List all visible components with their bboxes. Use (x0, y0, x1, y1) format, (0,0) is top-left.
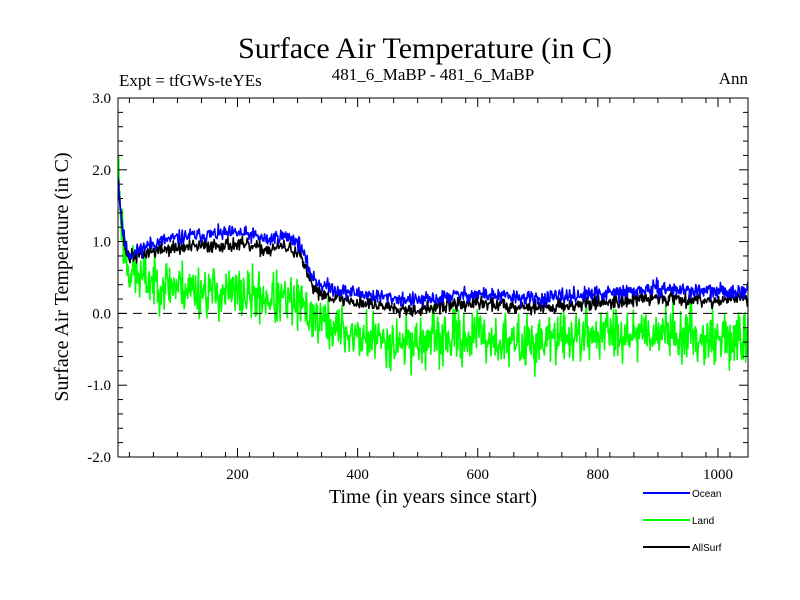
x-tick-label: 800 (587, 467, 610, 483)
run-comparison-label: 481_6_MaBP - 481_6_MaBP (332, 65, 534, 84)
legend-label-land: Land (692, 516, 714, 527)
x-tick-label: 200 (226, 467, 249, 483)
series-line-allsurf (118, 183, 748, 319)
x-tick-labels: 200 400 600 800 1000 (226, 467, 733, 483)
chart-title: Surface Air Temperature (in C) (238, 32, 612, 65)
series-layer (118, 155, 748, 378)
y-tick-label: 1.0 (92, 235, 111, 251)
y-tick-label: -2.0 (87, 450, 111, 466)
y-axis-label: Surface Air Temperature (in C) (51, 152, 73, 401)
plot-frame (117, 97, 749, 458)
x-tick-label: 1000 (703, 467, 733, 483)
y-tick-label: 3.0 (92, 91, 111, 107)
x-axis-label: Time (in years since start) (329, 486, 537, 508)
series-line-ocean (118, 177, 748, 308)
experiment-label: Expt = tfGWs-teYEs (119, 71, 262, 90)
major-ticks (118, 97, 748, 458)
y-tick-label: -1.0 (87, 378, 111, 394)
legend-label-ocean: Ocean (692, 489, 721, 500)
legend-label-allsurf: AllSurf (692, 543, 722, 554)
series-line-land (118, 155, 748, 378)
y-tick-labels: -2.0 -1.0 0.0 1.0 2.0 3.0 (87, 91, 111, 466)
legend: Ocean Land AllSurf (643, 489, 722, 554)
x-tick-label: 600 (466, 467, 489, 483)
y-tick-label: 2.0 (92, 163, 111, 179)
season-label: Ann (719, 69, 749, 88)
y-tick-label: 0.0 (92, 306, 111, 322)
x-tick-label: 400 (346, 467, 369, 483)
minor-ticks (118, 98, 748, 457)
